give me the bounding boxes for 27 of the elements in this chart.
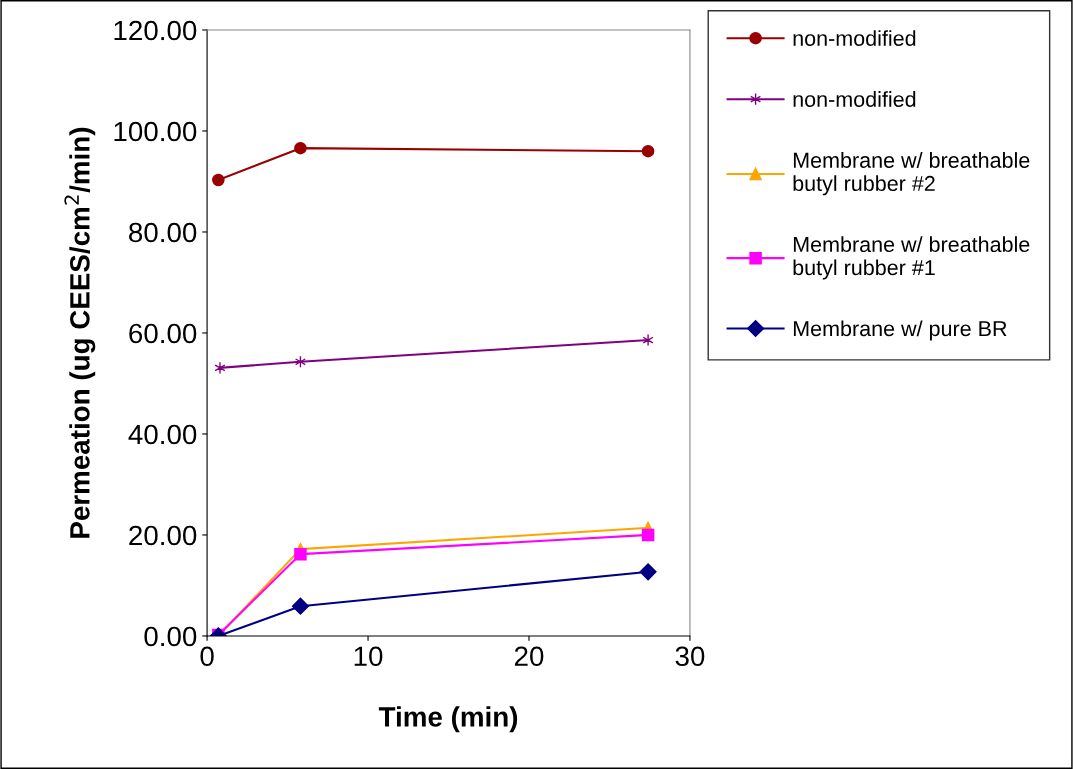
point xyxy=(641,144,655,158)
x-tick-label: 20 xyxy=(514,646,544,667)
point xyxy=(294,141,307,155)
legend-label: non-modified xyxy=(793,91,916,107)
y-tick-label: 60.00 xyxy=(129,323,197,344)
y-tick-label: 20.00 xyxy=(129,525,197,546)
point xyxy=(639,563,657,581)
point xyxy=(294,547,307,561)
legend-label: Membrane w/ pure BR xyxy=(793,320,1007,341)
legend-label: Membrane w/ breathable butyl rubber #2 xyxy=(793,152,1030,196)
point xyxy=(214,361,226,375)
legend-label: Membrane w/ breathable butyl rubber #1 xyxy=(793,236,1030,280)
y-tick-label: 100.00 xyxy=(114,121,197,142)
x-tick-label: 30 xyxy=(675,646,705,667)
point xyxy=(291,597,309,615)
y-tick-label: 80.00 xyxy=(129,222,197,243)
point xyxy=(641,528,655,542)
y-tick-label: 0.00 xyxy=(144,626,197,647)
y-axis-title: Permeation (ug CEES/cm$^{2}$/min) xyxy=(64,127,96,538)
x-tick-label: 10 xyxy=(354,646,383,667)
x-axis-title: Time (min) xyxy=(378,706,518,733)
y-tick-label: 40.00 xyxy=(128,424,197,445)
point xyxy=(212,173,225,187)
x-tick-label: 0 xyxy=(200,646,214,667)
legend-label: non-modified xyxy=(793,30,916,46)
point xyxy=(642,333,654,347)
y-tick-label: 120.00 xyxy=(114,20,197,41)
